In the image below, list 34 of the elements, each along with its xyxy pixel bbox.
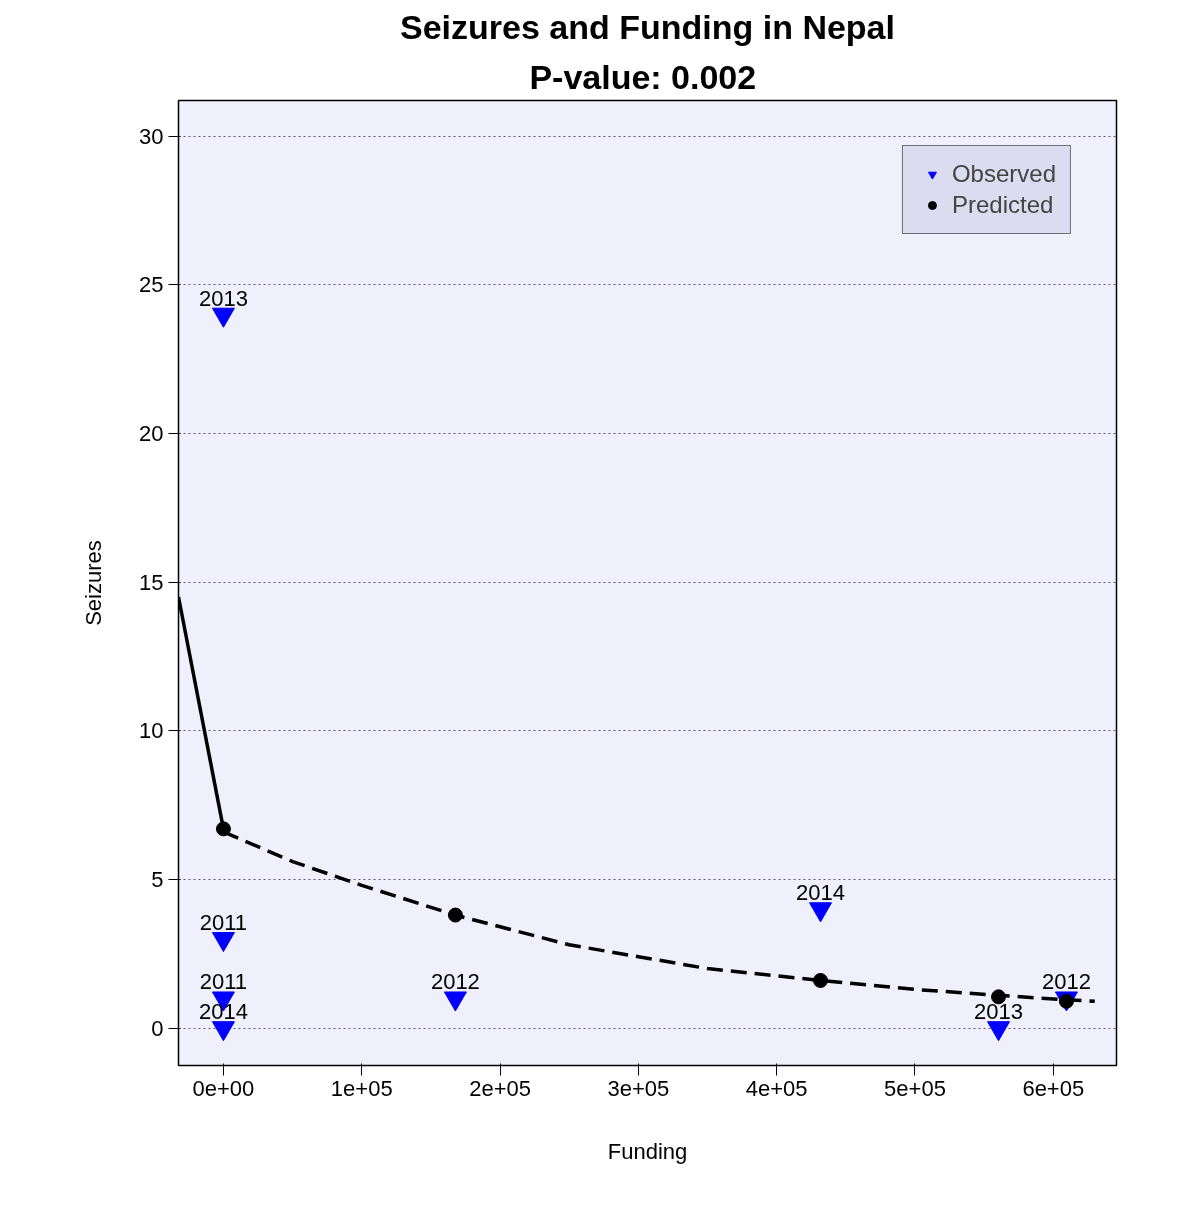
y-tick-label: 10: [139, 718, 164, 744]
annotation: 2011: [199, 969, 248, 995]
y-tick-label: 20: [139, 420, 164, 446]
annotation: 2012: [1041, 969, 1091, 995]
annotation: 2013: [198, 285, 248, 311]
x-tick-label: 6e+05: [1022, 1075, 1085, 1101]
point: [211, 307, 235, 328]
y-tick-label: 5: [151, 866, 164, 892]
y-axis-title: Seizures: [81, 540, 107, 626]
point: [211, 932, 235, 953]
y-tick-label: 30: [139, 123, 164, 149]
annotation: 2013: [974, 999, 1024, 1025]
x-axis-title: Funding: [607, 1138, 688, 1164]
y-tick-label: 25: [139, 272, 164, 298]
annotation: 2012: [430, 969, 480, 995]
point: [211, 1021, 235, 1042]
x-tick-label: 2e+05: [469, 1075, 531, 1101]
x-tick-label: 4e+05: [745, 1075, 808, 1101]
point: [987, 1021, 1011, 1042]
legend-label: Predicted: [951, 191, 1054, 219]
chart-title: Seizures and Funding in Nepal: [400, 7, 895, 46]
y-tick-label: 15: [139, 569, 164, 595]
chart-subtitle: P-value: 0.002: [529, 57, 757, 96]
annotation: 2014: [198, 999, 248, 1025]
annotation: 2011: [199, 909, 248, 935]
point: [443, 991, 467, 1012]
legend-label: Observed: [951, 160, 1056, 188]
point: [809, 902, 833, 923]
x-tick-label: 0e+00: [192, 1075, 255, 1101]
x-tick-label: 5e+05: [884, 1075, 946, 1101]
x-tick-label: 1e+05: [330, 1075, 393, 1101]
y-tick-label: 0: [151, 1015, 164, 1041]
annotation: 2014: [796, 880, 845, 906]
x-tick-label: 3e+05: [607, 1075, 670, 1101]
